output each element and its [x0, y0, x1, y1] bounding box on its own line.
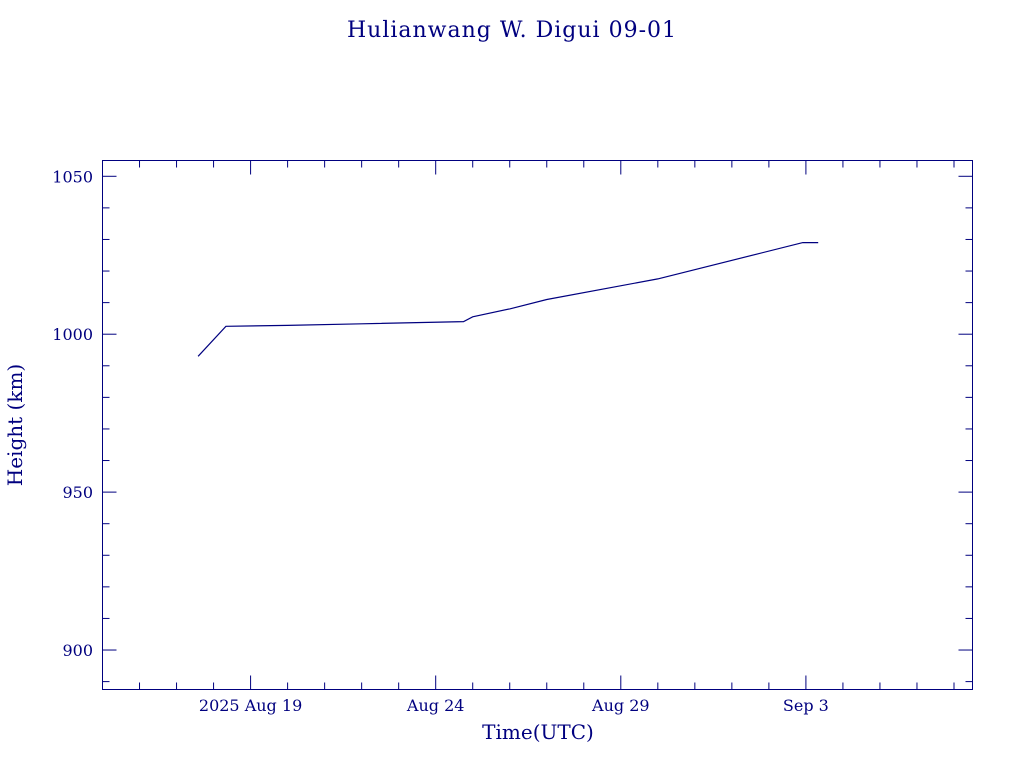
tick-labels: 2025 Aug 19 Aug 24 Aug 29 Sep 3 900 950 1000 10…	[52, 167, 829, 715]
plot-frame	[102, 160, 973, 690]
x-tick-label: Sep 3	[783, 696, 829, 715]
axis-ticks	[102, 160, 973, 690]
x-tick-label: 2025 Aug 19	[199, 696, 302, 715]
y-tick-label: 950	[62, 483, 93, 502]
y-tick-label: 900	[62, 641, 93, 660]
height-series-line	[197, 242, 819, 357]
series-group	[197, 242, 819, 357]
chart-title: Hulianwang W. Digui 09-01	[347, 18, 677, 43]
y-axis-label: Height (km)	[3, 364, 27, 486]
x-axis-label: Time(UTC)	[482, 720, 594, 744]
y-tick-label: 1050	[52, 167, 93, 186]
y-tick-label: 1000	[52, 325, 93, 344]
x-tick-label: Aug 29	[591, 696, 650, 715]
x-tick-label: Aug 24	[406, 696, 465, 715]
